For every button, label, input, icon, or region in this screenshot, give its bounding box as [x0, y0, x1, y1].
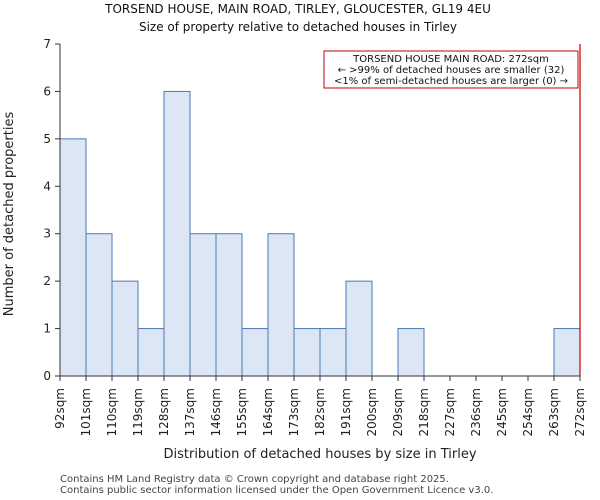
x-tick-label: 173sqm [287, 388, 301, 436]
y-tick-label: 1 [43, 322, 51, 336]
x-tick-label: 263sqm [547, 388, 561, 436]
x-tick-label: 128sqm [157, 388, 171, 436]
bar-146sqm [215, 233, 243, 377]
x-tick-label: 218sqm [417, 388, 431, 436]
x-tick-label: 236sqm [469, 388, 483, 436]
bar-110sqm [111, 280, 139, 377]
y-tick-label: 6 [43, 84, 51, 98]
x-tick-label: 110sqm [105, 388, 119, 436]
x-tick-label: 272sqm [573, 388, 587, 436]
bar-164sqm [267, 233, 295, 377]
bar-101sqm [85, 233, 113, 377]
y-axis-label: Number of detached properties [2, 112, 17, 317]
annotation-box: TORSEND HOUSE MAIN ROAD: 272sqm ← >99% o… [323, 50, 579, 89]
x-tick-label: 92sqm [53, 388, 67, 429]
bar-182sqm [319, 328, 347, 377]
x-tick-label: 119sqm [131, 388, 145, 436]
x-ticks-group: 92sqm 101sqm 110sqm 119sqm 128sqm 137sqm 146sq… [53, 376, 587, 436]
x-tick-label: 245sqm [495, 388, 509, 436]
x-tick-label: 191sqm [339, 388, 353, 436]
y-ticks-group: 0 1 2 3 4 5 6 7 [43, 37, 60, 383]
bar-137sqm [189, 233, 217, 377]
y-tick-label: 2 [43, 274, 51, 288]
x-tick-label: 200sqm [365, 388, 379, 436]
bar-119sqm [137, 328, 165, 377]
annotation-border [323, 50, 579, 89]
bar-155sqm [241, 328, 269, 377]
bar-92sqm [59, 138, 87, 377]
footer-licence: Contains public sector information licen… [60, 485, 494, 496]
chart-title: TORSEND HOUSE, MAIN ROAD, TIRLEY, GLOUCE… [104, 2, 491, 16]
footer-copyright: Contains HM Land Registry data © Crown c… [60, 474, 449, 485]
y-tick-label: 7 [43, 37, 51, 51]
bar-263sqm [553, 328, 581, 377]
bar-128sqm [163, 90, 191, 377]
x-tick-label: 182sqm [313, 388, 327, 436]
bar-209sqm [397, 328, 425, 377]
x-tick-label: 146sqm [209, 388, 223, 436]
x-tick-label: 155sqm [235, 388, 249, 436]
annotation-line-1: TORSEND HOUSE MAIN ROAD: 272sqm [352, 54, 549, 65]
x-axis-label: Distribution of detached houses by size … [163, 447, 476, 462]
x-tick-label: 209sqm [391, 388, 405, 436]
chart-subtitle: Size of property relative to detached ho… [139, 20, 457, 34]
y-tick-label: 0 [43, 369, 51, 383]
bar-173sqm [293, 328, 321, 377]
y-tick-label: 4 [43, 179, 51, 193]
annotation-line-3: <1% of semi-detached houses are larger (… [334, 76, 568, 87]
x-tick-label: 137sqm [183, 388, 197, 436]
y-tick-label: 5 [43, 132, 51, 146]
y-tick-label: 3 [43, 227, 51, 241]
x-tick-label: 227sqm [443, 388, 457, 436]
bars-group [59, 90, 581, 377]
x-tick-label: 101sqm [79, 388, 93, 436]
x-tick-label: 164sqm [261, 388, 275, 436]
bar-191sqm [345, 280, 373, 377]
annotation-line-2: ← >99% of detached houses are smaller (3… [338, 65, 565, 76]
x-tick-label: 254sqm [521, 388, 535, 436]
